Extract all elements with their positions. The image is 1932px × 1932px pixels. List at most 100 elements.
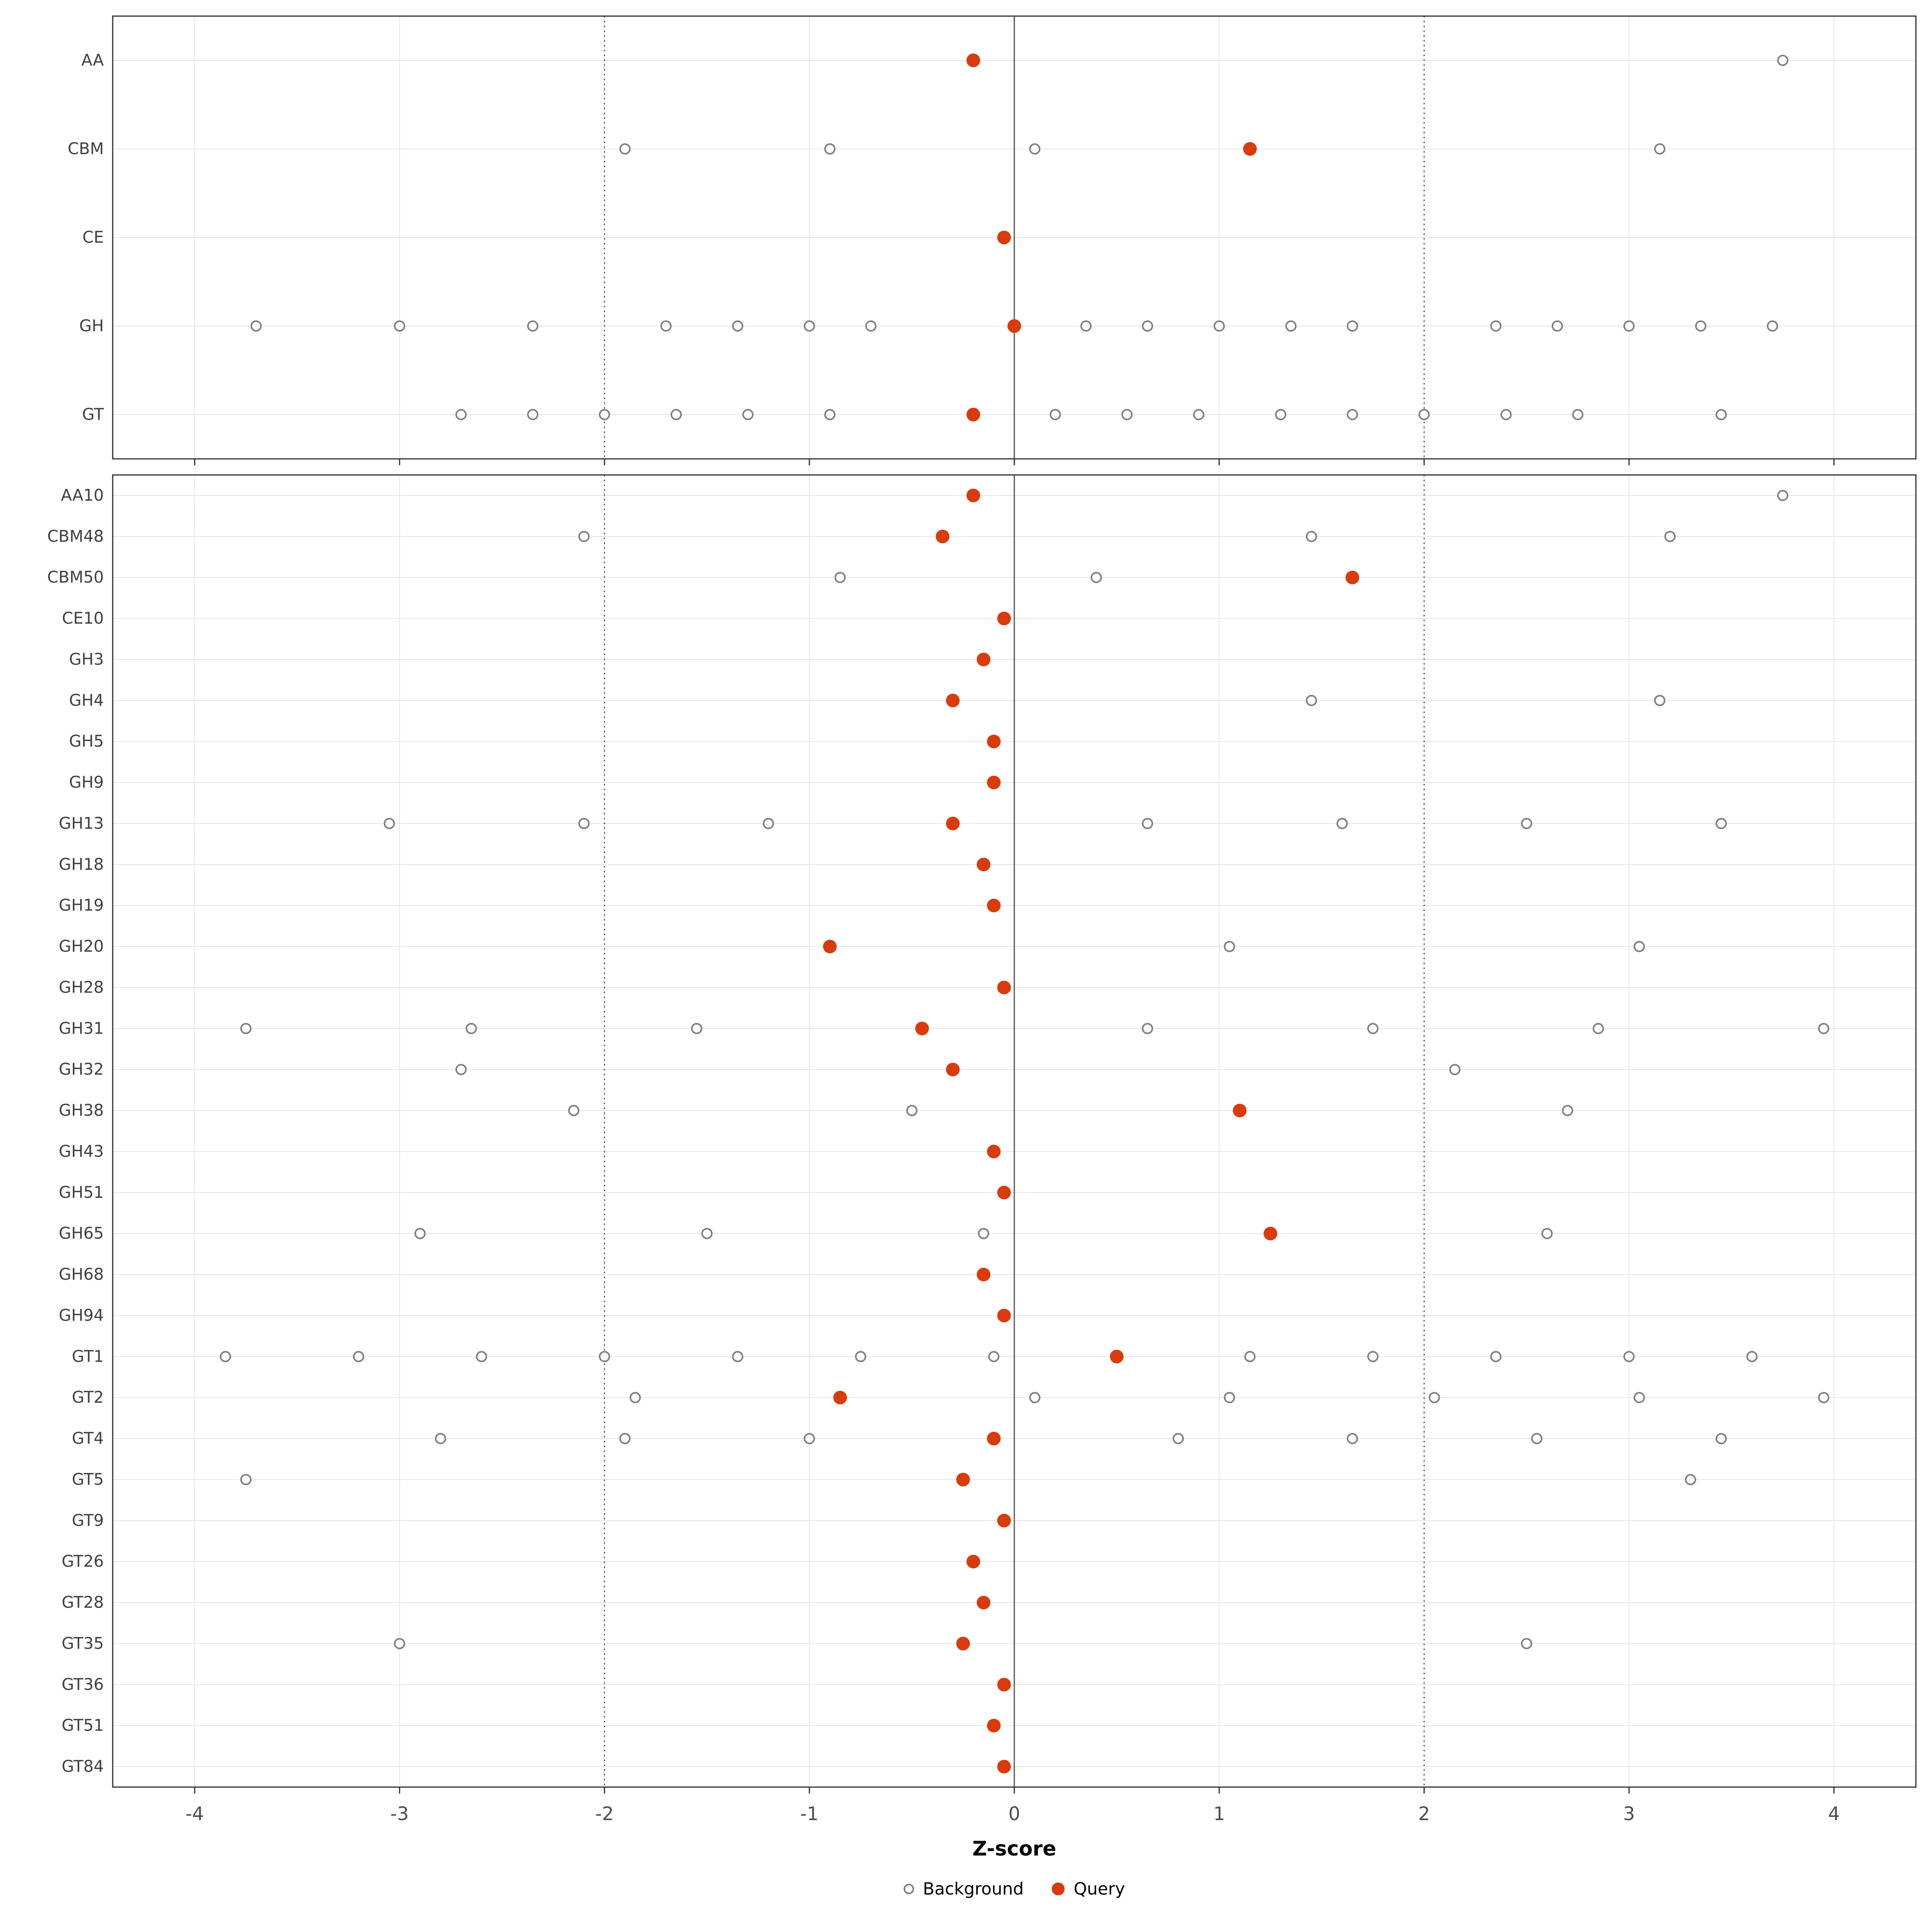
background-point bbox=[465, 1023, 477, 1034]
y-axis-label: GT36 bbox=[62, 1675, 104, 1694]
query-point bbox=[997, 1513, 1011, 1527]
background-point bbox=[1695, 320, 1707, 332]
background-point bbox=[742, 409, 754, 420]
y-axis-label: GH68 bbox=[59, 1265, 104, 1284]
query-point bbox=[966, 488, 980, 502]
y-axis-label: CE10 bbox=[62, 609, 104, 628]
x-tick-label: -3 bbox=[390, 1803, 409, 1825]
y-axis-label: CE bbox=[83, 228, 104, 247]
y-axis-label: GT35 bbox=[62, 1634, 104, 1653]
background-point bbox=[384, 817, 395, 829]
background-point bbox=[1633, 941, 1645, 952]
y-axis-label: GH28 bbox=[59, 978, 104, 997]
background-point bbox=[1306, 530, 1317, 542]
y-axis-label: CBM48 bbox=[47, 527, 104, 546]
background-point bbox=[1572, 409, 1583, 420]
y-axis-label: GH31 bbox=[59, 1019, 104, 1038]
y-axis-label: GT4 bbox=[72, 1429, 104, 1448]
background-point bbox=[834, 572, 846, 583]
y-axis-label: GH3 bbox=[69, 650, 104, 669]
background-point bbox=[220, 1351, 231, 1362]
background-point bbox=[1490, 1351, 1502, 1362]
background-point bbox=[1531, 1433, 1543, 1445]
background-point bbox=[1715, 409, 1727, 420]
background-point bbox=[1746, 1351, 1758, 1362]
query-point bbox=[976, 1596, 991, 1610]
y-axis-label: GT bbox=[82, 405, 104, 424]
query-point bbox=[946, 1063, 960, 1077]
y-axis-label: CBM50 bbox=[47, 568, 104, 587]
background-point bbox=[1224, 941, 1235, 952]
background-point bbox=[1029, 143, 1040, 155]
background-point bbox=[732, 320, 743, 332]
background-point bbox=[414, 1228, 426, 1239]
query-point bbox=[1007, 319, 1021, 333]
y-axis-label: GT26 bbox=[62, 1552, 104, 1571]
background-point bbox=[1214, 320, 1225, 332]
query-point bbox=[987, 1719, 1001, 1733]
background-point bbox=[1141, 320, 1153, 332]
background-point bbox=[568, 1105, 580, 1117]
query-point bbox=[976, 652, 991, 667]
background-point bbox=[1633, 1392, 1645, 1404]
zscore-dot-plot: AA CBM CE GH GT AA10 CBM48 CBM50 CE10 GH3 GH4 GH5 GH… bbox=[47, 15, 1917, 1860]
background-point bbox=[455, 1064, 467, 1075]
legend: Background Query bbox=[113, 1879, 1916, 1899]
background-point bbox=[763, 817, 774, 829]
y-axis-label: GH4 bbox=[69, 691, 104, 710]
query-point bbox=[966, 1554, 980, 1569]
background-point bbox=[1029, 1392, 1040, 1404]
query-point bbox=[966, 54, 980, 67]
query-point bbox=[997, 1309, 1011, 1323]
y-axis-label: GH94 bbox=[59, 1306, 104, 1325]
background-point bbox=[1623, 320, 1635, 332]
background-point bbox=[865, 320, 877, 332]
background-point bbox=[1767, 320, 1778, 332]
background-point bbox=[1090, 572, 1102, 583]
x-axis-title: Z-score bbox=[972, 1837, 1056, 1860]
query-point bbox=[997, 231, 1011, 244]
background-point-icon bbox=[903, 1883, 914, 1894]
y-axis-label: GH18 bbox=[59, 855, 104, 874]
x-tick-label: 3 bbox=[1623, 1803, 1635, 1825]
legend-label-background: Background bbox=[923, 1879, 1024, 1899]
background-point bbox=[240, 1474, 252, 1485]
background-point bbox=[1193, 409, 1205, 420]
background-point bbox=[1777, 489, 1789, 501]
x-tick-label: -1 bbox=[800, 1803, 819, 1825]
y-axis-label: CBM bbox=[68, 140, 104, 158]
y-axis-label: GT28 bbox=[62, 1593, 104, 1612]
background-point bbox=[599, 1351, 610, 1362]
query-point bbox=[997, 1678, 1011, 1692]
query-point bbox=[997, 1185, 1011, 1199]
query-point bbox=[997, 980, 1011, 995]
query-point bbox=[823, 939, 837, 954]
background-point bbox=[701, 1228, 713, 1239]
background-point bbox=[1685, 1474, 1696, 1485]
background-point bbox=[1818, 1392, 1829, 1404]
background-point bbox=[1777, 55, 1789, 66]
y-axis-label: GT2 bbox=[72, 1388, 104, 1407]
background-point bbox=[1347, 320, 1358, 332]
background-point bbox=[619, 1433, 631, 1445]
query-point bbox=[987, 1432, 1001, 1446]
legend-item-background: Background bbox=[903, 1879, 1024, 1899]
query-point bbox=[1233, 1104, 1247, 1118]
background-point bbox=[1141, 1023, 1153, 1034]
x-tick-label: -2 bbox=[595, 1803, 614, 1825]
query-point bbox=[1263, 1226, 1278, 1241]
background-point bbox=[1049, 409, 1061, 420]
background-point bbox=[394, 1638, 405, 1649]
background-point bbox=[599, 409, 610, 420]
background-point bbox=[1623, 1351, 1635, 1362]
background-point bbox=[1449, 1064, 1461, 1075]
query-point bbox=[987, 898, 1001, 912]
y-axis-label: GT51 bbox=[62, 1716, 104, 1735]
query-point bbox=[997, 611, 1011, 625]
background-point bbox=[855, 1351, 867, 1362]
query-point-icon bbox=[1052, 1882, 1065, 1895]
query-point bbox=[946, 816, 960, 830]
background-point bbox=[824, 409, 836, 420]
y-axis-label: GH20 bbox=[59, 937, 104, 956]
